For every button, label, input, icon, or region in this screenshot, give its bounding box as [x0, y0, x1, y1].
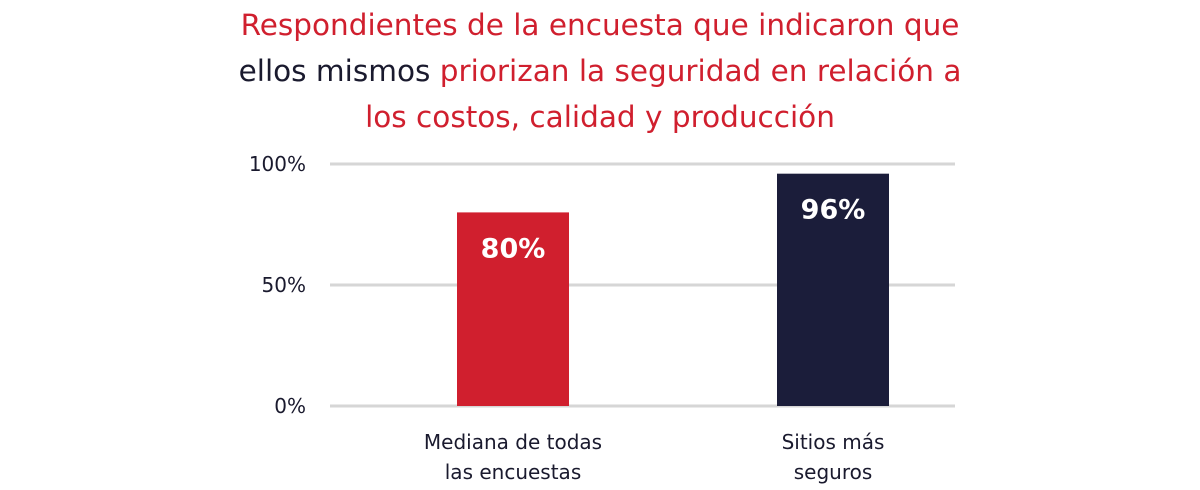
y-tick-label: 0%: [274, 394, 306, 418]
title-line-2: ellos mismos priorizan la seguridad en r…: [0, 48, 1200, 94]
x-category-label: Sitios más: [782, 430, 885, 454]
title-line-3-text: los costos, calidad y producción: [365, 100, 835, 134]
x-category-label: seguros: [794, 460, 873, 484]
title-line-1: Respondientes de la encuesta que indicar…: [0, 2, 1200, 48]
data-label: 80%: [481, 233, 546, 264]
chart-title: Respondientes de la encuesta que indicar…: [0, 2, 1200, 140]
bar-1: [457, 212, 569, 406]
data-label: 96%: [801, 195, 866, 226]
title-line-2-red-text: priorizan la seguridad en relación a: [439, 54, 962, 88]
bar-2: [777, 173, 889, 406]
x-category-label: las encuestas: [445, 460, 581, 484]
x-category-label: Mediana de todas: [424, 430, 602, 454]
title-line-1-text: Respondientes de la encuesta que indicar…: [240, 8, 960, 42]
y-tick-label: 100%: [249, 152, 306, 176]
title-line-2-dark-text: ellos mismos: [238, 54, 431, 88]
title-line-3: los costos, calidad y producción: [0, 94, 1200, 140]
y-tick-label: 50%: [262, 273, 306, 297]
